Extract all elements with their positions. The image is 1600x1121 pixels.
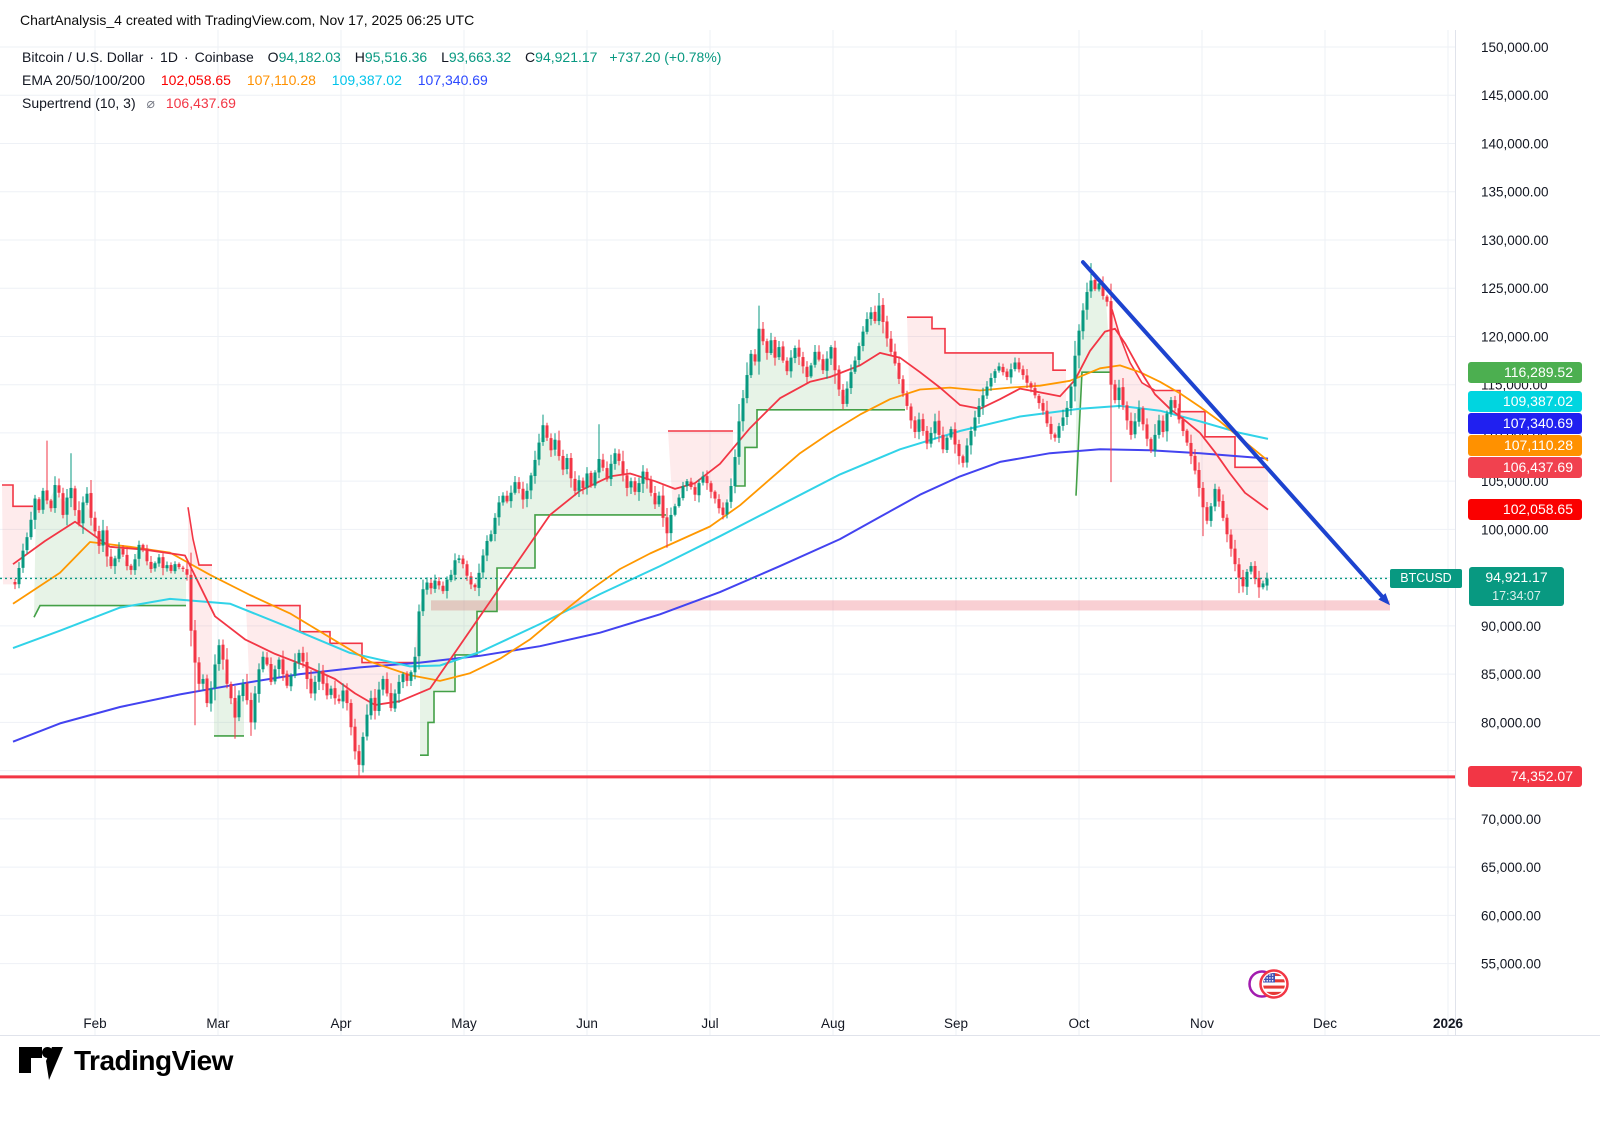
svg-text:85,000.00: 85,000.00: [1481, 667, 1541, 682]
ema200-value: 107,340.69: [417, 72, 488, 88]
supertrend-value: 106,437.69: [165, 95, 236, 111]
time-axis[interactable]: Feb Mar Apr May Jun Jul Aug Sep Oct Nov Dec 2026: [83, 1016, 1463, 1031]
svg-text:135,000.00: 135,000.00: [1481, 185, 1549, 200]
price-level-chip: 107,340.69: [1468, 412, 1582, 434]
svg-text:Mar: Mar: [206, 1016, 230, 1031]
legend-ema-row[interactable]: EMA 20/50/100/200 102,058.65 107,110.28 …: [22, 72, 488, 88]
svg-text:Jun: Jun: [576, 1016, 598, 1031]
svg-text:150,000.00: 150,000.00: [1481, 40, 1549, 55]
ema-label: EMA 20/50/100/200: [22, 72, 145, 88]
bar-countdown: 17:34:07: [1492, 588, 1541, 603]
attribution-text: ChartAnalysis_4 created with TradingView…: [20, 12, 475, 28]
supertrend-label: Supertrend (10, 3): [22, 95, 136, 111]
symbol-price-tag: BTCUSD: [1390, 568, 1462, 588]
price-level-chip: 107,110.28: [1468, 434, 1582, 456]
svg-text:Dec: Dec: [1313, 1016, 1337, 1031]
svg-text:55,000.00: 55,000.00: [1481, 957, 1541, 972]
svg-text:Oct: Oct: [1068, 1016, 1089, 1031]
ema50-value: 107,110.28: [246, 72, 316, 88]
svg-text:Jul: Jul: [701, 1016, 718, 1031]
us-flag-icon[interactable]: [1248, 969, 1289, 999]
svg-text:70,000.00: 70,000.00: [1481, 812, 1541, 827]
last-price-chip: 94,921.17 17:34:07: [1469, 566, 1564, 606]
ema20-line: [12, 327, 1269, 706]
ema100-value: 109,387.02: [331, 72, 402, 88]
svg-text:Aug: Aug: [821, 1016, 845, 1031]
candlesticks: [13, 263, 1269, 777]
svg-text:65,000.00: 65,000.00: [1481, 860, 1541, 875]
svg-text:2026: 2026: [1433, 1016, 1464, 1031]
svg-text:140,000.00: 140,000.00: [1481, 136, 1549, 151]
grid-lines: [0, 30, 1600, 1036]
svg-text:90,000.00: 90,000.00: [1481, 619, 1541, 634]
svg-text:125,000.00: 125,000.00: [1481, 281, 1549, 296]
tradingview-logo[interactable]: TradingView: [18, 1040, 233, 1082]
svg-text:130,000.00: 130,000.00: [1481, 233, 1549, 248]
tradingview-logo-icon: [19, 1047, 63, 1080]
price-level-chip: 109,387.02: [1468, 390, 1582, 412]
svg-text:80,000.00: 80,000.00: [1481, 715, 1541, 730]
svg-text:Feb: Feb: [83, 1016, 106, 1031]
symbol-title: Bitcoin / U.S. Dollar: [22, 49, 144, 65]
ohlc-close: C94,921.17: [525, 49, 598, 65]
symbol-interval: 1D: [160, 49, 178, 65]
support-zone-band[interactable]: [431, 600, 1390, 611]
symbol-exchange: Coinbase: [194, 49, 254, 65]
legend-symbol-row[interactable]: Bitcoin / U.S. Dollar · 1D · Coinbase O94,18…: [22, 49, 722, 65]
price-level-chip: 102,058.65: [1468, 499, 1582, 521]
supertrend-lines: [2, 309, 1268, 756]
price-level-chip: 106,437.69: [1468, 456, 1582, 478]
legend-supertrend-row[interactable]: Supertrend (10, 3) ⌀ 106,437.69: [22, 95, 236, 112]
ohlc-low: L93,663.32: [441, 49, 512, 65]
svg-text:May: May: [451, 1016, 477, 1031]
diameter-icon: ⌀: [146, 95, 155, 111]
svg-text:Apr: Apr: [330, 1016, 352, 1031]
trendline-drawing[interactable]: [1081, 260, 1388, 603]
svg-text:60,000.00: 60,000.00: [1481, 908, 1541, 923]
ema100-line: [12, 404, 1269, 668]
svg-text:Nov: Nov: [1190, 1016, 1214, 1031]
svg-text:145,000.00: 145,000.00: [1481, 88, 1549, 103]
svg-text:Sep: Sep: [944, 1016, 968, 1031]
daily-change: +737.20 (+0.78%): [609, 49, 722, 65]
svg-text:100,000.00: 100,000.00: [1481, 522, 1549, 537]
ohlc-open: O94,182.03: [267, 49, 341, 65]
ema20-value: 102,058.65: [160, 72, 231, 88]
ohlc-high: H95,516.36: [354, 49, 428, 65]
svg-text:105,000.00: 105,000.00: [1481, 474, 1549, 489]
last-price-value: 94,921.17: [1485, 568, 1548, 585]
trendline-arrowhead: [1378, 593, 1391, 606]
price-level-chip: 116,289.52: [1468, 361, 1582, 383]
ema50-line: [12, 364, 1269, 682]
tradingview-wordmark: TradingView: [74, 1045, 233, 1076]
svg-text:120,000.00: 120,000.00: [1481, 329, 1549, 344]
price-level-chip: 74,352.07: [1468, 766, 1582, 788]
